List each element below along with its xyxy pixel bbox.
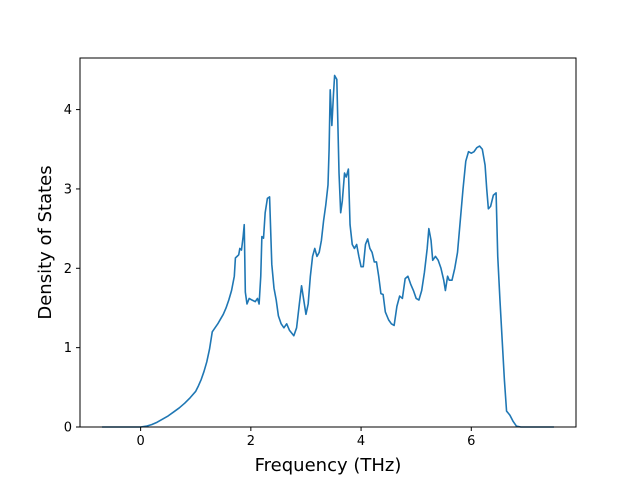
x-tick-label: 6 [467,434,475,449]
dos-series-line [102,74,554,428]
y-tick-label: 0 [64,421,72,436]
y-tick-label: 4 [64,103,72,118]
x-tick-label: 4 [357,434,365,449]
axes-frame [79,57,577,428]
y-tick-label: 3 [64,182,72,197]
x-tick-label: 2 [247,434,255,449]
x-axis-label: Frequency (THz) [255,455,402,476]
axis-ticks: 0 2 4 6 0 1 2 3 4 [64,103,476,449]
y-tick-label: 2 [64,262,72,277]
y-tick-label: 1 [64,341,72,356]
plot-area [102,74,554,428]
y-axis-label: Density of States [35,165,56,319]
x-tick-label: 0 [136,434,144,449]
